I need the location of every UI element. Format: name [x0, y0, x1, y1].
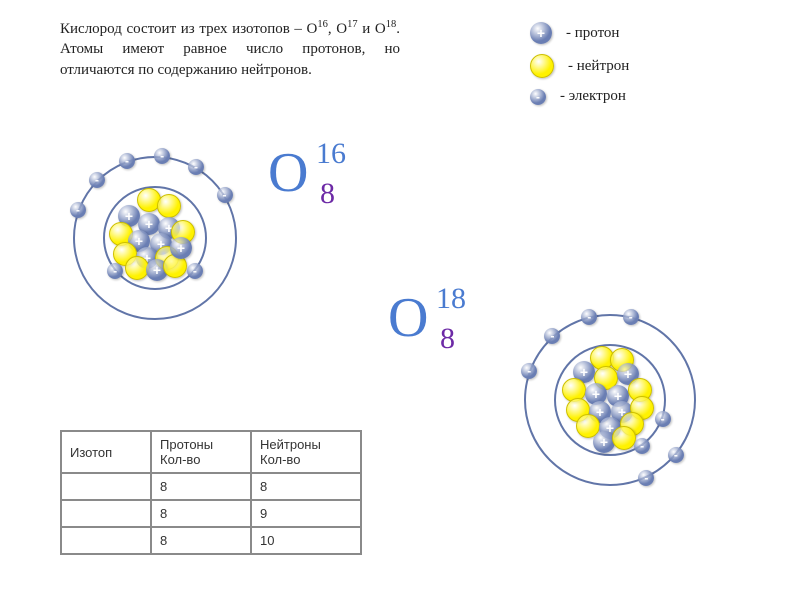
- legend-neutron: - нейтрон: [530, 54, 629, 78]
- table-cell: 8: [251, 473, 361, 500]
- table-cell: 8: [151, 473, 251, 500]
- electron-icon: -: [188, 159, 204, 175]
- electron-icon: -: [70, 202, 86, 218]
- table-header: НейтроныКол-во: [251, 431, 361, 473]
- electron-icon: -: [119, 153, 135, 169]
- table-cell: 9: [251, 500, 361, 527]
- table-cell: [61, 527, 151, 554]
- isotope-table: ИзотопПротоныКол-воНейтроныКол-во8889810: [60, 430, 362, 555]
- atomic-number: 8: [320, 179, 335, 209]
- table-row: 88: [61, 473, 361, 500]
- neutron-icon: [612, 426, 636, 450]
- electron-icon: -: [655, 411, 671, 427]
- element-letter: О: [268, 142, 308, 204]
- legend-neutron-label: - нейтрон: [568, 58, 629, 75]
- table-row: 89: [61, 500, 361, 527]
- neutron-icon: [530, 54, 554, 78]
- legend-proton: + - протон: [530, 22, 629, 44]
- table-cell: 8: [151, 500, 251, 527]
- neutron-icon: [157, 194, 181, 218]
- electron-icon: -: [89, 172, 105, 188]
- electron-icon: -: [668, 447, 684, 463]
- legend: + - протон - нейтрон - - электрон: [530, 22, 629, 115]
- table-cell: 10: [251, 527, 361, 554]
- electron-icon: -: [638, 470, 654, 486]
- table-header: ПротоныКол-во: [151, 431, 251, 473]
- proton-icon: +: [170, 237, 192, 259]
- table-cell: [61, 473, 151, 500]
- mass-number: 18: [436, 284, 466, 314]
- electron-icon: -: [530, 89, 546, 105]
- mass-number: 16: [316, 139, 346, 169]
- table-cell: 8: [151, 527, 251, 554]
- atomic-number: 8: [440, 324, 455, 354]
- isotope-symbol: О188: [388, 290, 428, 346]
- electron-icon: -: [623, 309, 639, 325]
- legend-electron: - - электрон: [530, 88, 629, 105]
- proton-icon: +: [530, 22, 552, 44]
- electron-icon: -: [217, 187, 233, 203]
- electron-icon: -: [581, 309, 597, 325]
- element-letter: О: [388, 287, 428, 349]
- table-header: Изотоп: [61, 431, 151, 473]
- legend-electron-label: - электрон: [560, 88, 626, 105]
- isotope-symbol: О168: [268, 145, 308, 201]
- table-cell: [61, 500, 151, 527]
- legend-proton-label: - протон: [566, 25, 619, 42]
- table-row: 810: [61, 527, 361, 554]
- electron-icon: -: [634, 438, 650, 454]
- electron-icon: -: [521, 363, 537, 379]
- intro-text: Кислород состоит из трех изотопов – О16,…: [60, 18, 400, 80]
